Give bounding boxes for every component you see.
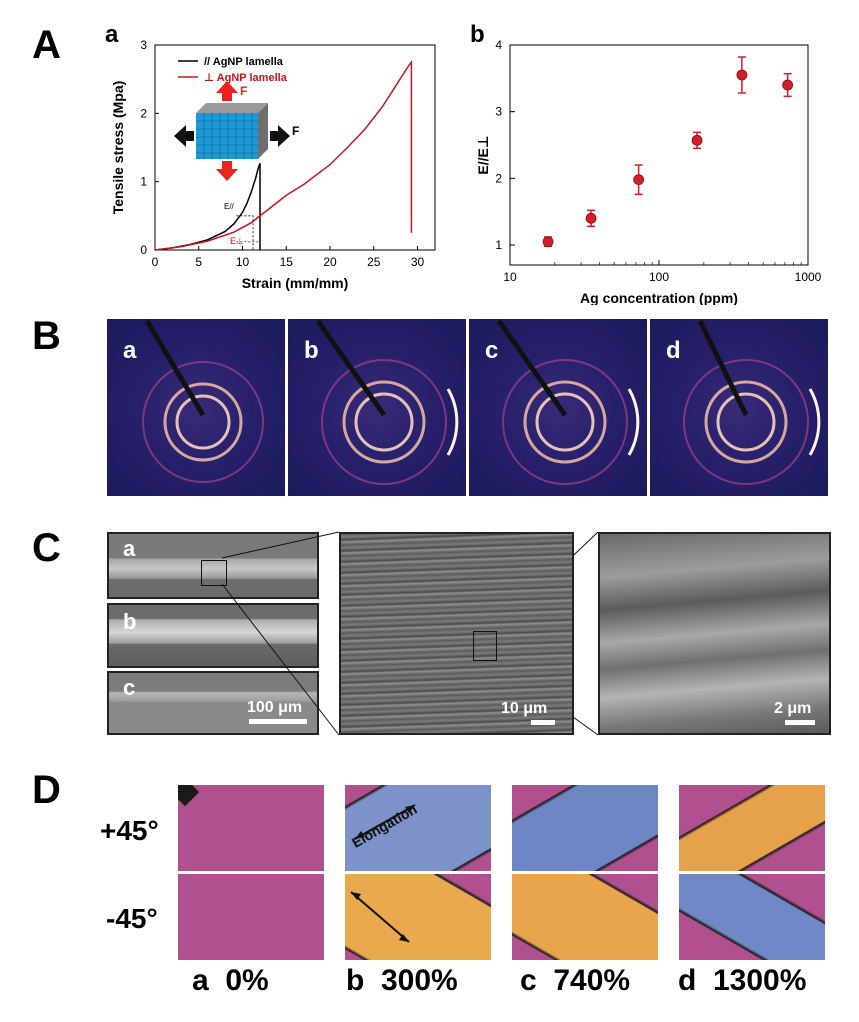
col-label-d: d 1300%	[678, 964, 807, 997]
panel-label-b-main: B	[32, 314, 61, 358]
y-axis-label: E//E⊥	[475, 135, 491, 174]
sem-fiber-high-zoom: 2 μm	[598, 532, 831, 735]
sem-label-c: c	[123, 675, 136, 700]
legend-label-perpendicular: ⊥ AgNP lamella	[204, 72, 288, 84]
sem-fiber-c: c 100 μm	[107, 671, 319, 735]
y-tick-label: 3	[495, 105, 502, 119]
pol-b-plus45: Elongation	[345, 785, 491, 871]
pol-c-minus45	[512, 874, 658, 960]
scale-label-100: 100 μm	[247, 699, 303, 716]
lamella-cube-diagram: F F	[174, 81, 299, 181]
x-tick-label: 100	[649, 270, 669, 284]
x-tick-label: 0	[152, 255, 159, 269]
x-tick-label: 15	[280, 255, 294, 269]
waxs-pattern-b: b	[288, 319, 466, 496]
tensile-stress-chart: 0 5 10 15 20 25 30 0 1 2 3 Strain (mm/mm) Tensile st…	[110, 38, 436, 291]
pol-c-plus45	[512, 785, 658, 871]
modulus-guide-parallel	[236, 215, 254, 250]
x-tick-label: 5	[195, 255, 202, 269]
x-axis-label: Ag concentration (ppm)	[580, 290, 738, 305]
data-point-0	[542, 236, 554, 248]
pol-a-minus45	[178, 874, 324, 960]
scale-bar-10	[531, 720, 555, 725]
data-point-2	[633, 174, 645, 186]
x-tick-label: 30	[411, 255, 425, 269]
e-parallel-label: E//	[224, 202, 235, 211]
pol-d-minus45	[679, 874, 825, 960]
subpanel-label-ab: b	[470, 21, 485, 48]
data-point-4	[736, 69, 748, 81]
force-label-horizontal: F	[292, 124, 299, 138]
y-tick-label: 3	[140, 38, 147, 52]
x-axis-label: Strain (mm/mm)	[242, 275, 349, 291]
panel-label-d-main: D	[32, 768, 61, 812]
modulus-ratio-chart: 10 100 1000 1 2 3 4 Ag concentration (ppm) E//E⊥	[475, 38, 822, 305]
sem-fiber-medium-zoom: 10 μm	[339, 532, 574, 735]
sem-fiber-a: a	[107, 532, 319, 599]
panel-label-c-main: C	[32, 526, 61, 570]
subpanel-label-aa: a	[105, 21, 119, 48]
y-axis-label: Tensile stress (Mpa)	[110, 81, 126, 215]
scale-bar-100	[249, 719, 307, 724]
x-tick-label: 20	[323, 255, 337, 269]
col-label-a: a 0%	[192, 964, 269, 997]
legend-label-parallel: // AgNP lamella	[204, 56, 284, 68]
y-tick-label: 2	[140, 106, 147, 120]
data-point-1	[585, 212, 597, 224]
pol-d-plus45	[679, 785, 825, 871]
x-tick-label: 1000	[795, 270, 822, 284]
sem-label-a: a	[123, 536, 136, 561]
x-tick-label: 25	[367, 255, 381, 269]
pol-a-plus45	[178, 785, 324, 871]
x-tick-label: 10	[236, 255, 250, 269]
y-tick-label: 2	[495, 171, 502, 185]
e-perp-label: E⊥	[230, 236, 244, 246]
row-label-plus45: +45°	[100, 815, 159, 846]
waxs-label-b: b	[304, 337, 319, 364]
col-label-b: b 300%	[346, 964, 458, 997]
zoom-box-medium	[473, 631, 497, 661]
x-tick-label: 10	[503, 270, 517, 284]
waxs-pattern-c: c	[469, 319, 647, 496]
col-label-c: c 740%	[520, 964, 631, 997]
zoom-box	[201, 560, 227, 586]
sem-fiber-b: b	[107, 603, 319, 668]
y-tick-label: 1	[495, 238, 502, 252]
waxs-label-d: d	[666, 337, 681, 364]
pol-b-minus45	[345, 874, 491, 960]
data-point-3	[691, 134, 703, 146]
panel-label-a-main: A	[32, 23, 61, 67]
force-label-vertical: F	[240, 84, 247, 98]
plot-frame	[154, 44, 436, 251]
scale-bar-2	[785, 720, 815, 725]
waxs-pattern-d: d	[650, 319, 828, 496]
row-label-minus45: -45°	[106, 903, 158, 934]
y-tick-label: 4	[495, 38, 502, 52]
waxs-label-a: a	[123, 337, 137, 364]
legend: // AgNP lamella ⊥ AgNP lamella	[178, 56, 288, 84]
series-line-1	[154, 59, 413, 251]
data-point-5	[782, 79, 794, 91]
scale-label-2: 2 μm	[774, 700, 812, 717]
waxs-label-c: c	[485, 337, 499, 364]
waxs-pattern-a: a	[107, 319, 285, 496]
y-tick-label: 0	[140, 243, 147, 257]
y-tick-label: 1	[140, 175, 147, 189]
scale-label-10: 10 μm	[501, 700, 548, 717]
sem-label-b: b	[123, 609, 137, 634]
